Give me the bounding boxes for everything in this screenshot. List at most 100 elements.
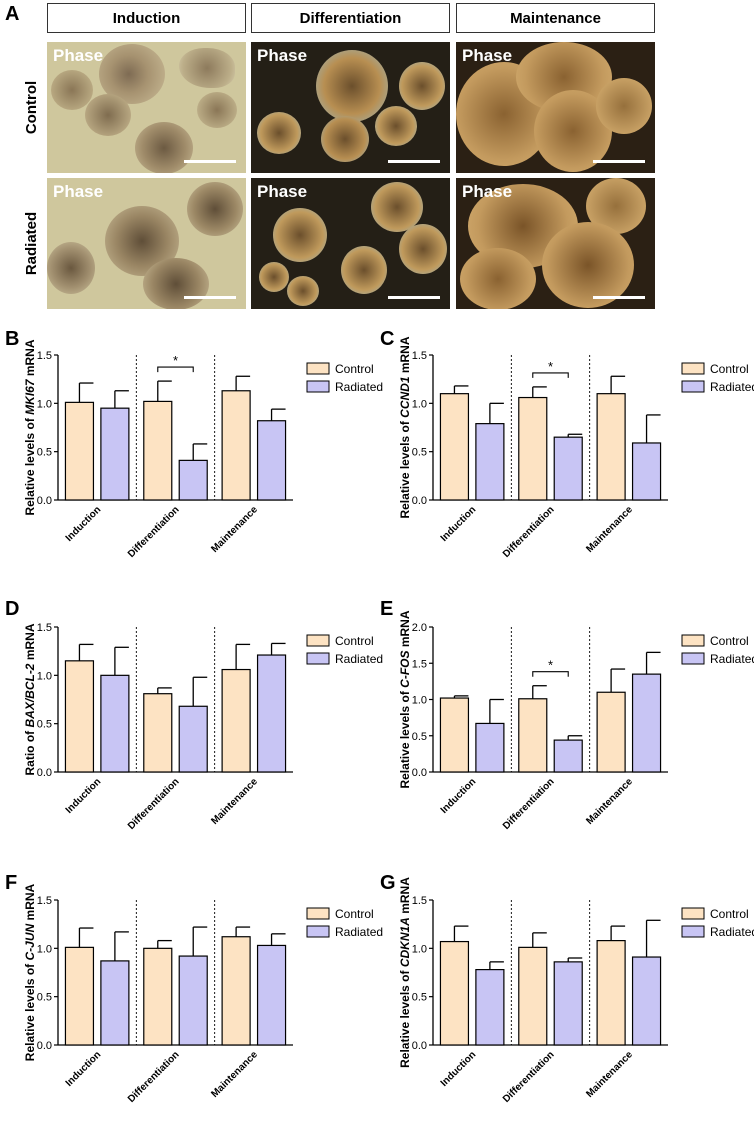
y-tick-label: 0.5 bbox=[37, 447, 52, 459]
y-axis-label-part: Relative levels of bbox=[23, 960, 37, 1061]
scale-bar bbox=[184, 160, 236, 163]
x-tick-label-induction: Induction bbox=[64, 776, 104, 816]
bar-control-differentiation bbox=[143, 400, 173, 501]
y-tick-label: 1.0 bbox=[412, 695, 427, 707]
legend-label-radiated: Radiated bbox=[710, 652, 754, 666]
bar-radiated-induction bbox=[475, 722, 505, 773]
y-axis-label-part: Relative levels of bbox=[398, 418, 412, 519]
bar-radiated-differentiation bbox=[553, 961, 583, 1046]
x-tick-label-maintenance: Maintenance bbox=[584, 1049, 635, 1100]
row-label-radiated-text: Radiated bbox=[23, 211, 41, 276]
legend-label-control: Control bbox=[335, 362, 374, 376]
x-tick-label-differentiation: Differentiation bbox=[501, 504, 557, 560]
panel-letter-c: C bbox=[380, 328, 395, 350]
y-tick-label: 1.0 bbox=[412, 398, 427, 410]
row-label-radiated: Radiated bbox=[20, 178, 44, 309]
legend-swatch-radiated bbox=[306, 380, 330, 393]
scale-bar bbox=[388, 296, 440, 299]
legend-swatch-control bbox=[681, 362, 705, 375]
bar-control-maintenance bbox=[596, 939, 626, 1046]
bar-radiated-maintenance bbox=[256, 654, 287, 773]
y-tick-label: 1.5 bbox=[37, 895, 52, 907]
y-tick-label: 0.0 bbox=[37, 495, 52, 507]
x-tick-label-differentiation: Differentiation bbox=[126, 776, 182, 832]
bar-control-induction bbox=[64, 946, 95, 1046]
bar-control-maintenance bbox=[221, 936, 251, 1046]
micrograph-radiated-differentiation: Phase bbox=[251, 178, 450, 309]
x-tick-label-differentiation: Differentiation bbox=[126, 1049, 182, 1105]
legend-swatch-control bbox=[681, 907, 705, 920]
bar-radiated-differentiation bbox=[178, 705, 208, 773]
micrograph-label: Phase bbox=[462, 46, 513, 65]
y-axis-label-gene: CDKN1A bbox=[398, 917, 412, 967]
legend-swatch-radiated bbox=[306, 925, 330, 938]
y-tick-label: 0.0 bbox=[412, 767, 427, 779]
y-tick-label: 2.0 bbox=[412, 622, 427, 634]
y-tick-label: 1.0 bbox=[37, 670, 52, 682]
significance-marker: * bbox=[548, 658, 553, 673]
bar-radiated-induction bbox=[475, 968, 505, 1046]
micrograph-label: Phase bbox=[257, 46, 308, 65]
panel-letter-e: E bbox=[380, 598, 394, 620]
bar-radiated-differentiation bbox=[178, 955, 208, 1046]
scale-bar bbox=[593, 160, 645, 163]
significance-bracket bbox=[157, 366, 194, 373]
bar-radiated-induction bbox=[100, 960, 130, 1046]
panel-letter-b: B bbox=[5, 328, 20, 350]
bar-radiated-maintenance bbox=[631, 442, 662, 501]
y-tick-label: 1.5 bbox=[412, 895, 427, 907]
legend-swatch-control bbox=[306, 634, 330, 647]
bar-radiated-differentiation bbox=[178, 459, 208, 501]
y-axis-label-part: Relative levels of bbox=[398, 688, 412, 789]
bar-control-induction bbox=[64, 660, 95, 773]
bar-radiated-maintenance bbox=[256, 944, 287, 1046]
x-tick-label-induction: Induction bbox=[64, 504, 104, 544]
micrograph-label: Phase bbox=[53, 46, 104, 65]
legend-label-radiated: Radiated bbox=[335, 652, 383, 666]
bar-control-maintenance bbox=[221, 390, 251, 501]
significance-bracket bbox=[532, 372, 569, 378]
legend-label-control: Control bbox=[335, 634, 374, 648]
x-tick-label-differentiation: Differentiation bbox=[501, 1049, 557, 1105]
y-tick-label: 0.0 bbox=[37, 1040, 52, 1052]
y-tick-label: 1.0 bbox=[37, 398, 52, 410]
y-tick-label: 1.0 bbox=[37, 943, 52, 955]
y-tick-label: 0.5 bbox=[37, 992, 52, 1004]
panel-letter-f: F bbox=[5, 872, 18, 894]
bar-control-induction bbox=[439, 940, 470, 1046]
legend-swatch-control bbox=[306, 907, 330, 920]
micrograph-radiated-maintenance: Phase bbox=[456, 178, 655, 309]
bar-control-induction bbox=[64, 401, 95, 501]
bar-radiated-maintenance bbox=[631, 956, 662, 1046]
y-tick-label: 1.5 bbox=[412, 658, 427, 670]
row-label-control-text: Control bbox=[23, 80, 41, 135]
legend-label-control: Control bbox=[710, 634, 749, 648]
bar-radiated-induction bbox=[100, 407, 130, 501]
bar-control-differentiation bbox=[143, 693, 173, 773]
x-tick-label-differentiation: Differentiation bbox=[501, 776, 557, 832]
bar-radiated-induction bbox=[100, 674, 130, 773]
y-axis-label-gene: C-FOS bbox=[398, 650, 412, 687]
x-tick-label-induction: Induction bbox=[439, 776, 479, 816]
y-axis-label-gene: CCND1 bbox=[398, 376, 412, 418]
x-tick-label-induction: Induction bbox=[64, 1049, 104, 1089]
bar-radiated-differentiation bbox=[553, 739, 583, 773]
bar-radiated-induction bbox=[475, 423, 505, 501]
micrograph-control-maintenance: Phase bbox=[456, 42, 655, 173]
legend-label-control: Control bbox=[710, 362, 749, 376]
scale-bar bbox=[388, 160, 440, 163]
x-tick-label-maintenance: Maintenance bbox=[584, 776, 635, 827]
x-tick-label-differentiation: Differentiation bbox=[126, 504, 182, 560]
legend-swatch-radiated bbox=[681, 380, 705, 393]
x-tick-label-induction: Induction bbox=[439, 1049, 479, 1089]
y-axis-label: Relative levels of CCND1 mRNA bbox=[398, 336, 412, 518]
x-tick-label-induction: Induction bbox=[439, 504, 479, 544]
bar-control-differentiation bbox=[518, 946, 548, 1046]
micrograph-radiated-induction: Phase bbox=[47, 178, 246, 309]
y-axis-label-part: mRNA bbox=[23, 339, 37, 379]
stage-header-maintenance: Maintenance bbox=[456, 3, 655, 33]
